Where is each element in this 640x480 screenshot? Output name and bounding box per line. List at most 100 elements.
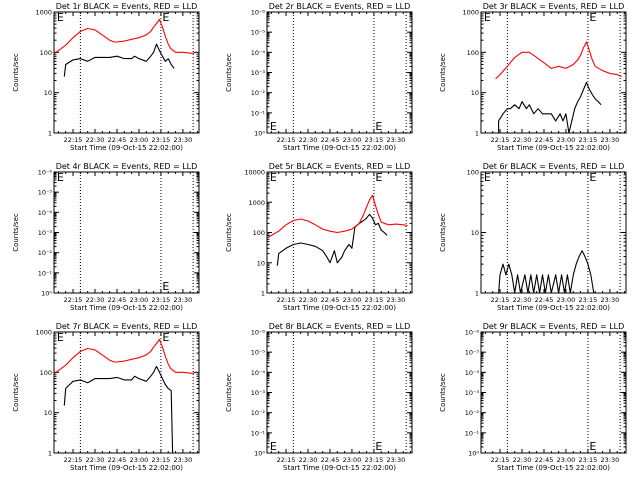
event-marker: E — [162, 11, 169, 24]
x-tick-label: 22:15 — [277, 456, 296, 464]
event-marker: E — [162, 331, 169, 344]
event-marker: E — [57, 11, 64, 24]
x-tick-label: 23:00 — [130, 456, 149, 464]
panel-title: Det 4r BLACK = Events, RED = LLD — [56, 162, 198, 171]
x-tick-label: 22:30 — [86, 456, 105, 464]
event-marker: E — [589, 440, 596, 453]
x-axis-label: Start Time (09-Oct-15 22:02:00) — [283, 304, 396, 312]
x-tick-label: 22:15 — [277, 296, 296, 304]
y-tick-label: 10⁻⁴ — [251, 369, 266, 377]
y-tick-label: 100 — [253, 229, 265, 237]
event-marker: E — [270, 440, 277, 453]
x-tick-label: 23:30 — [387, 296, 406, 304]
y-tick-label: 10⁻² — [251, 89, 266, 97]
x-tick-label: 22:45 — [535, 296, 554, 304]
events-series-line — [276, 213, 388, 266]
x-tick-label: 22:45 — [535, 456, 554, 464]
y-tick-label: 10⁻⁵ — [465, 349, 480, 357]
x-tick-label: 23:30 — [174, 296, 193, 304]
x-tick-label: 23:30 — [601, 456, 620, 464]
panel-title: Det 3r BLACK = Events, RED = LLD — [483, 2, 625, 11]
x-tick-label: 23:00 — [343, 136, 362, 144]
x-tick-label: 22:30 — [299, 136, 318, 144]
y-tick-label: 1000 — [248, 199, 265, 207]
y-tick-label: 10⁻¹ — [251, 429, 266, 437]
panel-2: Det 2r BLACK = Events, RED = LLD 22:15 22:… — [225, 2, 413, 152]
y-tick-label: 100 — [40, 49, 52, 57]
panel-title: Det 2r BLACK = Events, RED = LLD — [269, 2, 411, 11]
x-tick-label: 22:15 — [64, 456, 83, 464]
y-tick-label: 10⁰ — [254, 130, 265, 138]
x-tick-label: 22:45 — [108, 456, 127, 464]
x-tick-label: 23:30 — [387, 136, 406, 144]
y-axis-label: Counts/sec — [225, 53, 233, 92]
x-tick-label: 23:15 — [152, 296, 171, 304]
x-tick-label: 22:30 — [299, 456, 318, 464]
x-tick-label: 23:00 — [557, 456, 576, 464]
x-axis-label: Start Time (09-Oct-15 22:02:00) — [283, 144, 396, 152]
y-tick-label: 10⁻³ — [251, 389, 266, 397]
x-tick-label: 23:15 — [365, 296, 384, 304]
x-tick-label: 22:15 — [277, 136, 296, 144]
panel-title: Det 7r BLACK = Events, RED = LLD — [56, 322, 198, 331]
y-tick-label: 10⁻¹ — [38, 269, 53, 277]
y-tick-label: 100 — [467, 169, 479, 177]
y-tick-label: 1 — [475, 130, 479, 138]
plot-frame — [480, 11, 627, 134]
event-marker: E — [162, 280, 169, 293]
y-tick-label: 10⁻¹ — [465, 429, 480, 437]
y-tick-label: 10⁻⁴ — [38, 209, 53, 217]
x-tick-label: 23:00 — [130, 136, 149, 144]
plot-frame — [53, 11, 200, 134]
y-tick-label: 10 — [471, 89, 479, 97]
y-axis-label: Counts/sec — [12, 53, 20, 92]
x-tick-label: 22:45 — [108, 296, 127, 304]
plot-frame — [266, 331, 413, 454]
y-tick-label: 10⁻⁵ — [251, 349, 266, 357]
x-tick-label: 23:15 — [579, 136, 598, 144]
y-tick-label: 10⁻³ — [38, 229, 53, 237]
lld-series-line — [55, 18, 195, 54]
plot-frame — [53, 331, 200, 454]
panel-title: Det 6r BLACK = Events, RED = LLD — [483, 162, 625, 171]
x-axis-label: Start Time (09-Oct-15 22:02:00) — [497, 304, 610, 312]
plot-frame — [266, 11, 413, 134]
y-tick-label: 10⁻³ — [251, 69, 266, 77]
x-tick-label: 22:30 — [86, 296, 105, 304]
x-tick-label: 23:00 — [343, 456, 362, 464]
y-tick-label: 10⁻² — [251, 409, 266, 417]
x-tick-label: 23:15 — [579, 296, 598, 304]
x-tick-label: 23:30 — [601, 136, 620, 144]
x-tick-label: 23:15 — [365, 456, 384, 464]
plot-frame — [480, 331, 627, 454]
y-tick-label: 10⁻² — [38, 249, 53, 257]
y-tick-label: 10⁻⁶ — [251, 9, 266, 17]
x-tick-label: 22:45 — [108, 136, 127, 144]
y-axis-label: Counts/sec — [225, 373, 233, 412]
events-series-line — [63, 365, 174, 454]
event-marker: E — [57, 331, 64, 344]
y-tick-label: 10⁰ — [41, 290, 52, 298]
y-tick-label: 1 — [475, 290, 479, 298]
events-series-line — [63, 43, 175, 77]
y-tick-label: 1 — [48, 450, 52, 458]
y-tick-label: 10⁻⁵ — [251, 29, 266, 37]
panel-title: Det 5r BLACK = Events, RED = LLD — [269, 162, 411, 171]
y-tick-label: 10 — [257, 259, 265, 267]
x-tick-label: 22:45 — [321, 456, 340, 464]
events-series-line — [498, 250, 595, 294]
x-tick-label: 22:45 — [535, 136, 554, 144]
event-marker: E — [270, 120, 277, 133]
x-tick-label: 23:00 — [557, 296, 576, 304]
y-tick-label: 10000 — [244, 169, 265, 177]
y-axis-label: Counts/sec — [12, 373, 20, 412]
event-marker: E — [375, 120, 382, 133]
y-tick-label: 10⁻⁴ — [465, 369, 480, 377]
y-tick-label: 1 — [261, 290, 265, 298]
